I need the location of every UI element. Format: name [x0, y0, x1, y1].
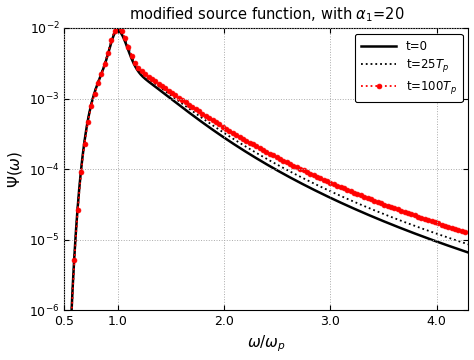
X-axis label: $\omega/\omega_p$: $\omega/\omega_p$: [247, 334, 286, 355]
t=25$T_p$: [465, 242, 471, 247]
Title: modified source function, with $\alpha_1$=20: modified source function, with $\alpha_1…: [128, 5, 404, 24]
t=25$T_p$: [115, 26, 120, 31]
t=0: [108, 43, 113, 48]
t=100$T_p$: [414, 214, 420, 219]
t=25$T_p$: [234, 139, 240, 143]
t=100$T_p$: [108, 42, 113, 46]
t=0: [465, 251, 471, 255]
t=100$T_p$: [234, 133, 240, 138]
t=100$T_p$: [458, 229, 464, 233]
Line: t=25$T_p$: t=25$T_p$: [64, 28, 468, 360]
t=25$T_p$: [217, 128, 222, 132]
t=25$T_p$: [458, 240, 464, 244]
t=0: [217, 132, 222, 136]
t=0: [458, 248, 464, 252]
t=0: [234, 144, 240, 148]
t=25$T_p$: [132, 61, 137, 65]
t=0: [414, 232, 420, 237]
Y-axis label: $\Psi(\omega)$: $\Psi(\omega)$: [6, 150, 24, 188]
Legend: t=0, t=25$T_p$, t=100$T_p$: t=0, t=25$T_p$, t=100$T_p$: [355, 34, 463, 102]
t=25$T_p$: [414, 225, 420, 229]
t=25$T_p$: [108, 42, 113, 46]
t=0: [115, 28, 120, 33]
t=0: [132, 63, 137, 67]
Line: t=0: t=0: [64, 31, 468, 360]
t=100$T_p$: [217, 122, 222, 127]
t=100$T_p$: [115, 26, 120, 30]
t=100$T_p$: [465, 231, 471, 235]
Line: t=100$T_p$: t=100$T_p$: [62, 26, 471, 360]
t=100$T_p$: [132, 59, 137, 64]
